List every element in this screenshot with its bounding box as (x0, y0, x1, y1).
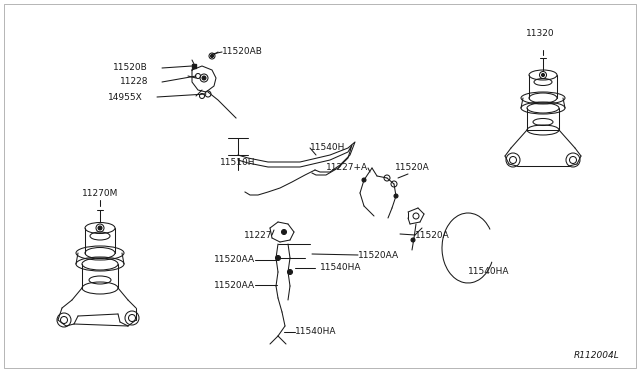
Circle shape (282, 230, 287, 234)
Circle shape (275, 256, 280, 260)
Circle shape (211, 55, 214, 58)
Text: 11520B: 11520B (113, 64, 148, 73)
Text: 11520AB: 11520AB (222, 48, 263, 57)
Circle shape (98, 226, 102, 230)
Text: 11540HA: 11540HA (468, 267, 509, 276)
Circle shape (287, 269, 292, 275)
Text: R112004L: R112004L (574, 351, 620, 360)
Text: 11520AA: 11520AA (214, 280, 255, 289)
Text: 11520AA: 11520AA (214, 256, 255, 264)
Text: 11320: 11320 (525, 29, 554, 38)
Text: 11227+A: 11227+A (326, 164, 368, 173)
Text: 11540H: 11540H (310, 144, 346, 153)
Text: 14955X: 14955X (108, 93, 143, 102)
Text: 11540HA: 11540HA (295, 327, 337, 337)
Text: 11227: 11227 (243, 231, 272, 240)
Text: 11228: 11228 (120, 77, 148, 87)
Text: 11520A: 11520A (415, 231, 450, 240)
Circle shape (362, 178, 366, 182)
Text: 11270M: 11270M (82, 189, 118, 198)
Circle shape (411, 238, 415, 242)
Text: 11520A: 11520A (395, 164, 429, 173)
Circle shape (202, 76, 206, 80)
Text: 11520AA: 11520AA (358, 250, 399, 260)
Text: 11510H: 11510H (220, 158, 256, 167)
Circle shape (541, 74, 545, 77)
Circle shape (394, 194, 398, 198)
Text: 11540HA: 11540HA (320, 263, 362, 273)
